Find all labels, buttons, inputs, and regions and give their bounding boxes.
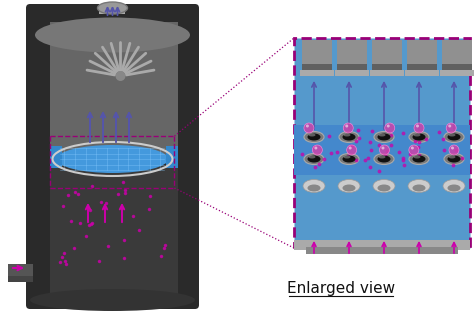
- Ellipse shape: [413, 133, 420, 137]
- Bar: [300, 70, 334, 76]
- Ellipse shape: [98, 2, 128, 14]
- Ellipse shape: [448, 133, 456, 137]
- Ellipse shape: [343, 155, 356, 162]
- Circle shape: [416, 124, 419, 128]
- Circle shape: [411, 146, 414, 150]
- Ellipse shape: [444, 153, 464, 165]
- Circle shape: [382, 146, 384, 150]
- Bar: [337, 64, 367, 72]
- Ellipse shape: [308, 155, 320, 162]
- Bar: [370, 70, 404, 76]
- Ellipse shape: [304, 131, 324, 143]
- Ellipse shape: [344, 155, 350, 159]
- Bar: [100, 4, 126, 14]
- Circle shape: [343, 123, 353, 133]
- Circle shape: [409, 145, 419, 155]
- Bar: [294, 125, 470, 175]
- Ellipse shape: [35, 18, 190, 53]
- Ellipse shape: [444, 131, 464, 143]
- Circle shape: [116, 71, 126, 81]
- Circle shape: [312, 145, 322, 155]
- Ellipse shape: [344, 133, 350, 137]
- Ellipse shape: [309, 155, 316, 159]
- Circle shape: [448, 124, 451, 128]
- Circle shape: [451, 146, 454, 150]
- Ellipse shape: [338, 180, 360, 192]
- Bar: [294, 240, 470, 250]
- Ellipse shape: [56, 145, 168, 173]
- Bar: [50, 165, 178, 295]
- Ellipse shape: [30, 289, 195, 311]
- Ellipse shape: [448, 155, 456, 159]
- Ellipse shape: [409, 153, 429, 165]
- Ellipse shape: [408, 180, 430, 192]
- Circle shape: [387, 124, 390, 128]
- Ellipse shape: [374, 153, 394, 165]
- Ellipse shape: [412, 155, 426, 162]
- Ellipse shape: [377, 155, 391, 162]
- Bar: [372, 40, 402, 68]
- Circle shape: [345, 124, 348, 128]
- Ellipse shape: [412, 184, 426, 191]
- Ellipse shape: [303, 180, 325, 192]
- Circle shape: [449, 145, 459, 155]
- Bar: [407, 64, 437, 72]
- Bar: [166, 146, 178, 168]
- Bar: [302, 40, 332, 68]
- Ellipse shape: [339, 153, 359, 165]
- Ellipse shape: [308, 184, 320, 191]
- Ellipse shape: [379, 133, 385, 137]
- Ellipse shape: [308, 133, 320, 140]
- Ellipse shape: [343, 133, 356, 140]
- Ellipse shape: [447, 155, 461, 162]
- Ellipse shape: [447, 184, 461, 191]
- Bar: [8, 264, 33, 278]
- Ellipse shape: [379, 155, 385, 159]
- Ellipse shape: [443, 180, 465, 192]
- Ellipse shape: [309, 133, 316, 137]
- Bar: [440, 70, 474, 76]
- Ellipse shape: [343, 184, 356, 191]
- Bar: [372, 64, 402, 72]
- Circle shape: [414, 123, 424, 133]
- Bar: [335, 70, 369, 76]
- Circle shape: [314, 146, 318, 150]
- Ellipse shape: [412, 133, 426, 140]
- Ellipse shape: [377, 184, 391, 191]
- Bar: [8, 276, 33, 282]
- Bar: [442, 64, 472, 72]
- Ellipse shape: [377, 133, 391, 140]
- Circle shape: [304, 123, 314, 133]
- Ellipse shape: [409, 131, 429, 143]
- FancyBboxPatch shape: [26, 4, 199, 309]
- Ellipse shape: [339, 131, 359, 143]
- Ellipse shape: [413, 155, 420, 159]
- Bar: [337, 40, 367, 68]
- Bar: [302, 64, 332, 72]
- Bar: [50, 22, 178, 160]
- Circle shape: [306, 124, 309, 128]
- Text: Enlarged view: Enlarged view: [287, 281, 395, 296]
- Circle shape: [385, 123, 395, 133]
- Ellipse shape: [373, 180, 395, 192]
- Circle shape: [380, 145, 390, 155]
- Ellipse shape: [447, 133, 461, 140]
- Bar: [442, 40, 472, 68]
- Ellipse shape: [374, 131, 394, 143]
- Bar: [294, 38, 470, 248]
- Circle shape: [446, 123, 456, 133]
- Bar: [407, 40, 437, 68]
- Circle shape: [349, 146, 352, 150]
- Bar: [405, 70, 439, 76]
- Bar: [50, 146, 62, 168]
- Bar: [306, 247, 458, 254]
- Ellipse shape: [304, 153, 324, 165]
- Circle shape: [346, 145, 356, 155]
